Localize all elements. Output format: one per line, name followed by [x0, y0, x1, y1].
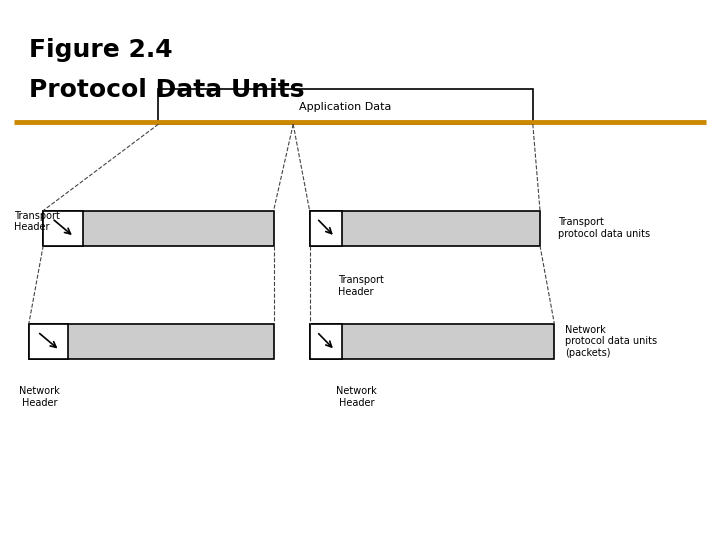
- Text: Protocol Data Units: Protocol Data Units: [29, 78, 305, 102]
- Bar: [29, 324, 68, 359]
- Bar: [310, 324, 342, 359]
- Bar: [158, 89, 533, 124]
- Bar: [310, 211, 540, 246]
- Text: Network
Header: Network Header: [19, 386, 60, 408]
- Text: Network
Header: Network Header: [336, 386, 377, 408]
- Text: Figure 2.4: Figure 2.4: [29, 38, 172, 62]
- Bar: [43, 211, 274, 246]
- Bar: [310, 324, 554, 359]
- Bar: [29, 324, 274, 359]
- Text: Network
protocol data units
(packets): Network protocol data units (packets): [565, 325, 657, 358]
- Text: Transport
Header: Transport Header: [14, 211, 60, 232]
- Bar: [310, 211, 342, 246]
- Bar: [43, 211, 83, 246]
- Text: Transport
protocol data units: Transport protocol data units: [558, 217, 650, 239]
- Text: Application Data: Application Data: [300, 102, 392, 112]
- Text: Transport
Header: Transport Header: [338, 275, 384, 297]
